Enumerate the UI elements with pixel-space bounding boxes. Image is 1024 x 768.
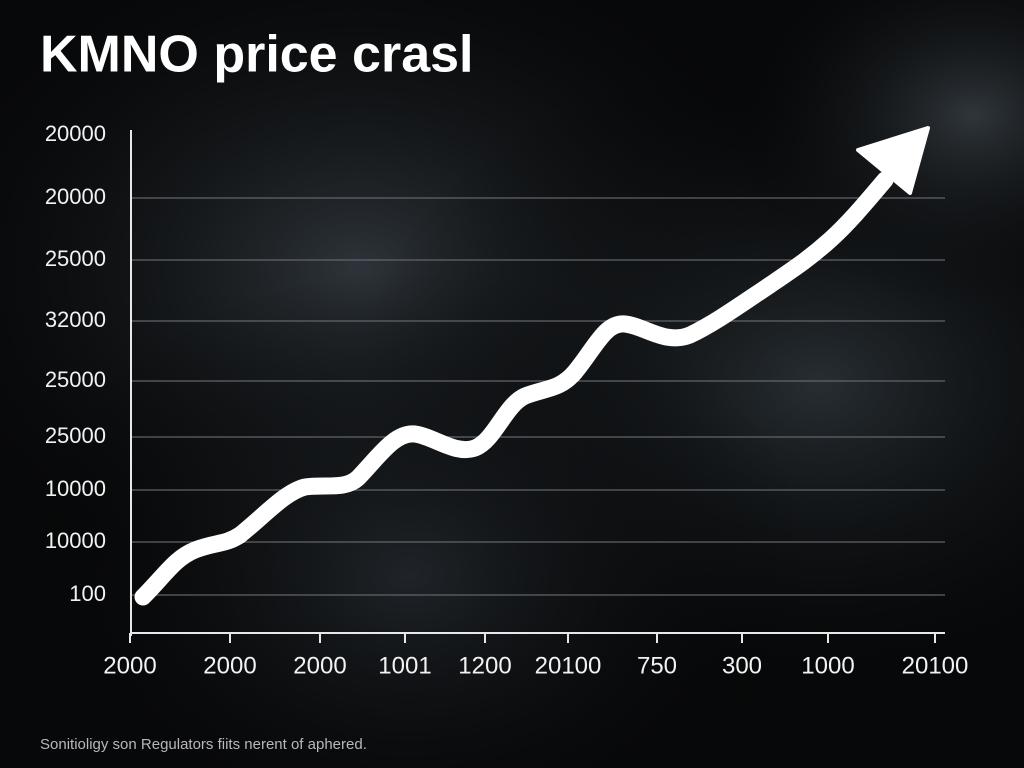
y-axis-label: 100 (69, 581, 106, 606)
title: KMNO price crasl (40, 26, 474, 84)
x-axis-label: 20100 (902, 652, 969, 679)
y-axis-label: 25000 (45, 423, 106, 448)
y-axis-label: 10000 (45, 476, 106, 501)
y-axis-label: 25000 (45, 367, 106, 392)
axes (130, 130, 945, 636)
x-axis-label: 2000 (293, 652, 346, 679)
y-axis-label: 32000 (45, 307, 106, 332)
y-axis-label: 25000 (45, 246, 106, 271)
arrow-head (856, 126, 930, 195)
x-axis-label: 1000 (801, 652, 854, 679)
x-axis-label: 1001 (378, 652, 431, 679)
y-axis-label: 20000 (45, 184, 106, 209)
x-axis-label: 300 (722, 652, 762, 679)
x-axis-label: 2000 (103, 652, 156, 679)
x-axis-label: 20100 (535, 652, 602, 679)
x-axis-label: 2000 (203, 652, 256, 679)
x-axis-label: 1200 (458, 652, 511, 679)
x-axis-labels: 2000 2000 2000 1001 1200 20100 750 300 1000 20100 (103, 652, 968, 679)
y-axis-labels: 20000 20000 25000 32000 25000 25000 10000 10000… (45, 121, 106, 606)
grid (131, 197, 945, 596)
caption: Sonitioligy son Regulators fiits nerent … (40, 736, 367, 753)
y-axis-label: 10000 (45, 528, 106, 553)
trend-line (134, 171, 894, 606)
trend-arrow (134, 126, 930, 606)
x-axis-label: 750 (637, 652, 677, 679)
y-axis-label: 20000 (45, 121, 106, 146)
x-axis-ticks (129, 633, 936, 643)
